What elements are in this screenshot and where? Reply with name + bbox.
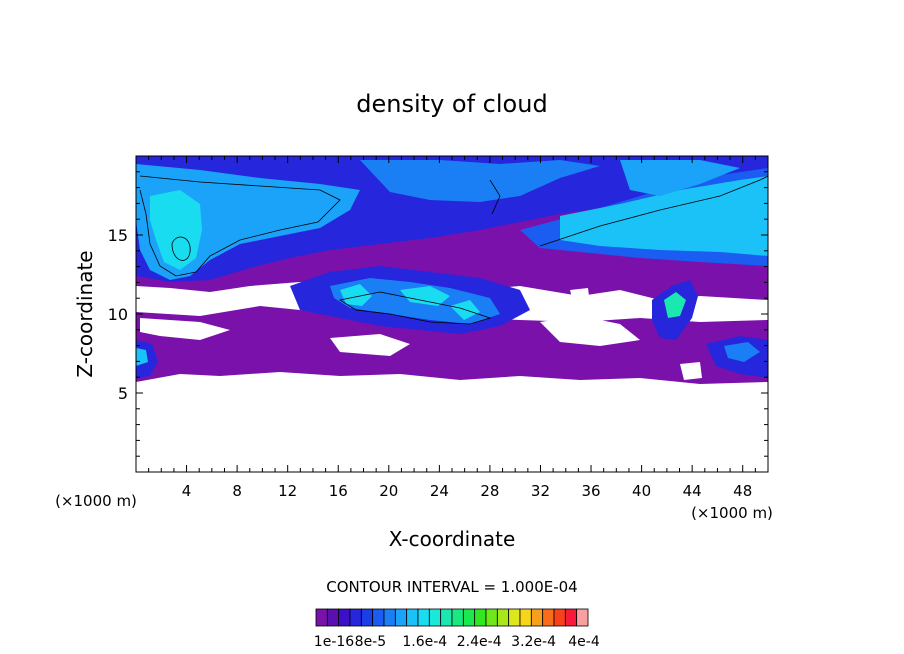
chart-title: density of cloud <box>356 90 547 118</box>
x-axis-label: X-coordinate <box>389 527 516 551</box>
colorbar-swatch <box>440 608 453 627</box>
colorbar-swatch <box>553 608 566 627</box>
colorbar-swatch <box>428 608 442 627</box>
heatmap-field <box>136 156 768 384</box>
contour-line-4 <box>338 291 492 325</box>
colorbar-swatch <box>462 608 476 627</box>
colorbar-swatch <box>360 608 374 627</box>
gap-2 <box>330 334 410 356</box>
x-tick-label: 28 <box>480 482 499 500</box>
colorbar-swatch <box>496 608 510 627</box>
colorbar-swatch <box>338 608 351 627</box>
gap-5 <box>570 288 590 306</box>
colorbar-swatch <box>315 608 328 627</box>
x-tick-label: 24 <box>430 482 449 500</box>
colorbar-swatch <box>417 608 430 627</box>
colorbar-swatch <box>519 608 532 627</box>
y-axis-label: Z-coordinate <box>73 250 97 377</box>
x-unit-right: (×1000 m) <box>691 504 773 522</box>
region-blue-topmid <box>360 160 600 202</box>
colorbar-swatch <box>485 608 498 627</box>
contour-line-2 <box>171 236 191 261</box>
colorbar-tick-label: 1.6e-4 <box>402 634 447 650</box>
x-tick-label: 4 <box>182 482 192 500</box>
contour-interval: CONTOUR INTERVAL = 1.000E-04 <box>326 578 577 596</box>
y-tick-label: 5 <box>118 384 128 403</box>
region-cyan-right <box>560 176 768 256</box>
colorbar-tick-label: 1e-16 <box>314 634 354 650</box>
colorbar-swatch <box>474 608 487 627</box>
colorbar-tick-label: 8e-5 <box>355 634 386 650</box>
gap-3 <box>540 316 640 346</box>
colorbar-labels: 1e-16 8e-5 1.6e-4 2.4e-4 3.2e-4 4e-4 <box>314 634 600 650</box>
x-tick-label: 40 <box>632 482 651 500</box>
colorbar-swatch <box>326 608 340 627</box>
region-mid-cell-cyan <box>340 284 480 320</box>
y-tick-label: 15 <box>108 226 128 245</box>
colorbar-swatch <box>394 608 408 627</box>
region-right-low-core <box>724 342 760 362</box>
gap-7 <box>136 284 310 306</box>
x-tick-label: 48 <box>733 482 752 500</box>
y-tick-label: 10 <box>108 305 128 324</box>
colorbar-tick-label: 3.2e-4 <box>511 634 556 650</box>
x-unit-left: (×1000 m) <box>55 492 137 510</box>
x-tick-label: 20 <box>379 482 398 500</box>
colorbar-swatch <box>406 608 419 627</box>
colorbar-swatch <box>383 608 396 627</box>
contour-line-3 <box>539 175 768 247</box>
colorbar-swatch <box>349 608 362 627</box>
colorbar-tick-label: 2.4e-4 <box>457 634 502 650</box>
colorbar-tick-label: 4e-4 <box>568 634 600 650</box>
x-tick-label: 44 <box>683 482 702 500</box>
colorbar-swatch <box>530 608 544 627</box>
colorbar-swatch <box>372 608 385 627</box>
region-right-cell-core <box>664 292 686 318</box>
colorbar-swatch <box>576 608 589 627</box>
colorbar <box>315 608 589 627</box>
x-tick-label: 36 <box>581 482 600 500</box>
x-tick-label: 16 <box>329 482 348 500</box>
gap-6 <box>680 362 702 380</box>
x-tick-label: 12 <box>278 482 297 500</box>
colorbar-swatch <box>508 608 521 627</box>
region-cyan-vortex <box>150 190 202 270</box>
x-tick-label: 8 <box>232 482 242 500</box>
contour-line-5 <box>489 179 501 215</box>
contour-line-1 <box>139 175 341 277</box>
colorbar-swatch <box>564 608 578 627</box>
gap-1 <box>140 318 230 340</box>
colorbar-swatch <box>542 608 555 627</box>
x-tick-label: 32 <box>531 482 550 500</box>
region-cyan-topright <box>620 160 740 196</box>
colorbar-swatch <box>451 608 464 627</box>
